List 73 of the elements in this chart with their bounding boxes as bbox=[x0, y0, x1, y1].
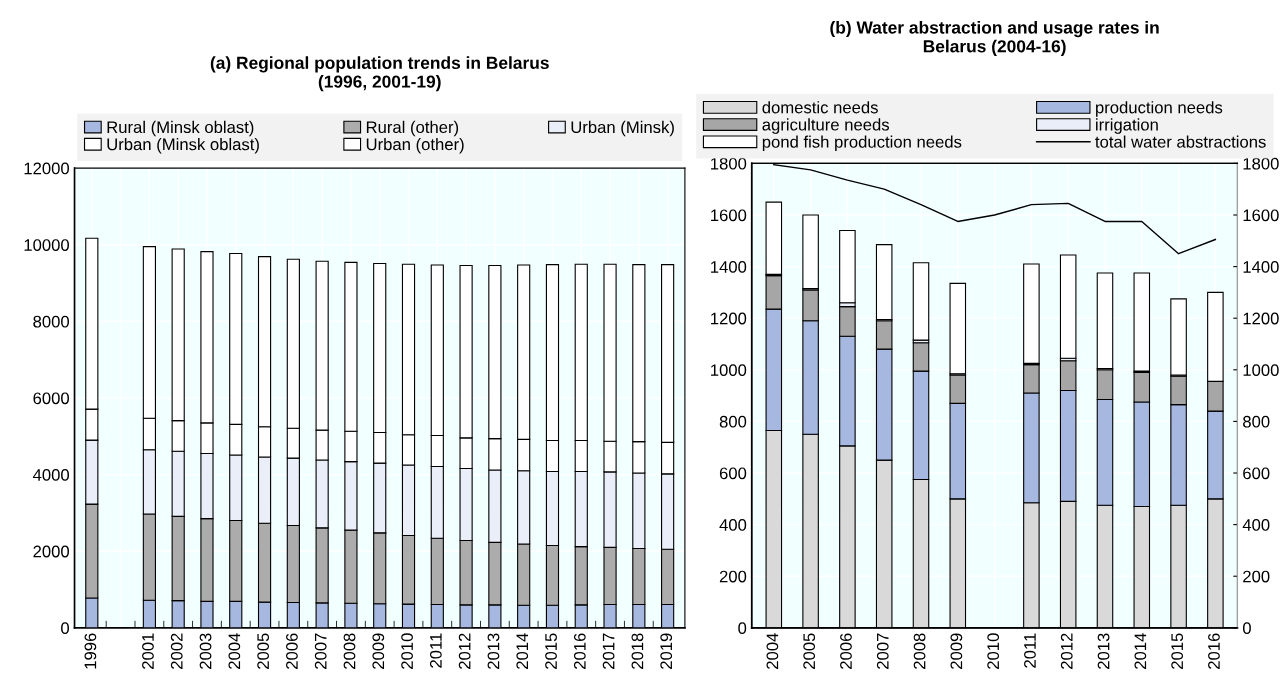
x-tick-label: 2012 bbox=[1060, 633, 1073, 669]
y-tick-label: 6000 bbox=[33, 392, 70, 405]
x-tick-label: 2009 bbox=[950, 633, 963, 669]
y-tick-label: 8000 bbox=[33, 315, 70, 328]
y-tick-label: 12000 bbox=[24, 162, 70, 175]
x-tick-label: 2002 bbox=[170, 633, 183, 669]
x-tick-label: 2007 bbox=[876, 633, 889, 669]
y-tick-label: 200 bbox=[719, 570, 747, 583]
y-tick-label: 0 bbox=[61, 622, 70, 635]
chart-title: (b) Water abstraction and usage rates in Belarus (2004-16) bbox=[830, 20, 1159, 56]
x-tick-label: 2001 bbox=[142, 633, 154, 669]
legend-label: production needs bbox=[1096, 101, 1223, 117]
x-tick-label: 2014 bbox=[1134, 633, 1147, 669]
x-tick-label: 2011 bbox=[429, 633, 442, 668]
x-tick-label: 2013 bbox=[1097, 633, 1110, 669]
x-tick-label: 2015 bbox=[545, 633, 557, 669]
y-tick-label: 2000 bbox=[33, 545, 70, 558]
x-tick-label: 2003 bbox=[199, 633, 212, 669]
legend-label: Urban (other) bbox=[366, 138, 464, 154]
x-tick-label: 2007 bbox=[314, 633, 327, 669]
legend-label: Rural (other) bbox=[366, 120, 459, 137]
y2-tick-label: 1000 bbox=[1243, 364, 1279, 377]
chart-title: (a) Regional population trends in Belarus (1996, 2001-19) bbox=[210, 56, 549, 92]
x-tick-label: 2016 bbox=[573, 633, 586, 669]
y2-tick-label: 1400 bbox=[1243, 261, 1279, 273]
x-tick-label: 2005 bbox=[803, 633, 816, 669]
legend-label: Rural (Minsk oblast) bbox=[107, 120, 254, 137]
x-tick-label: 2006 bbox=[840, 633, 852, 669]
y-tick-label: 600 bbox=[719, 467, 747, 480]
x-tick-label: 2012 bbox=[458, 633, 471, 669]
x-tick-label: 2005 bbox=[257, 633, 270, 669]
legend-label: Urban (Minsk oblast) bbox=[107, 138, 259, 154]
x-tick-label: 2008 bbox=[343, 633, 356, 669]
y-tick-label: 400 bbox=[719, 519, 747, 531]
x-tick-label: 2010 bbox=[401, 633, 413, 669]
y2-tick-label: 1200 bbox=[1243, 312, 1279, 325]
x-tick-label: 2004 bbox=[766, 633, 779, 669]
y2-tick-label: 0 bbox=[1242, 622, 1251, 635]
x-tick-label: 2008 bbox=[913, 633, 926, 669]
x-tick-label: 2018 bbox=[631, 633, 644, 669]
x-tick-label: 2009 bbox=[372, 633, 385, 669]
y2-tick-label: 800 bbox=[1243, 415, 1270, 428]
x-tick-label: 2006 bbox=[286, 633, 298, 669]
legend-label: domestic needs bbox=[762, 101, 878, 114]
x-tick-label: 2010 bbox=[987, 633, 1000, 669]
y2-tick-label: 1800 bbox=[1243, 157, 1279, 170]
y2-tick-label: 1600 bbox=[1243, 209, 1279, 222]
y-tick-label: 0 bbox=[738, 622, 747, 635]
x-tick-label: 2004 bbox=[228, 633, 241, 669]
x-tick-label: 2016 bbox=[1208, 633, 1220, 669]
x-tick-label: 1996 bbox=[84, 633, 97, 669]
y-tick-label: 1600 bbox=[711, 209, 747, 222]
y-tick-label: 1800 bbox=[711, 157, 747, 170]
y-tick-label: 1000 bbox=[711, 364, 747, 377]
y-tick-label: 1400 bbox=[711, 261, 747, 273]
y2-tick-label: 600 bbox=[1243, 467, 1270, 480]
x-tick-label: 2014 bbox=[516, 633, 529, 669]
legend-label: total water abstractions bbox=[1095, 135, 1266, 148]
legend-label: pond fish production needs bbox=[762, 135, 962, 152]
y-tick-label: 4000 bbox=[32, 469, 70, 481]
y2-tick-label: 200 bbox=[1243, 570, 1270, 583]
y2-tick-label: 400 bbox=[1242, 519, 1270, 531]
x-tick-label: 2011 bbox=[1024, 633, 1036, 668]
x-tick-label: 2015 bbox=[1171, 633, 1184, 669]
legend-label: agriculture needs bbox=[762, 118, 890, 134]
legend-label: Urban (Minsk) bbox=[571, 120, 674, 137]
x-tick-label: 2013 bbox=[487, 633, 500, 669]
x-tick-label: 2017 bbox=[602, 633, 615, 669]
legend-label: irrigation bbox=[1096, 118, 1158, 134]
y-tick-label: 1200 bbox=[711, 312, 747, 325]
y-tick-label: 10000 bbox=[24, 239, 70, 251]
x-tick-label: 2019 bbox=[660, 633, 673, 669]
y-tick-label: 800 bbox=[719, 415, 747, 428]
